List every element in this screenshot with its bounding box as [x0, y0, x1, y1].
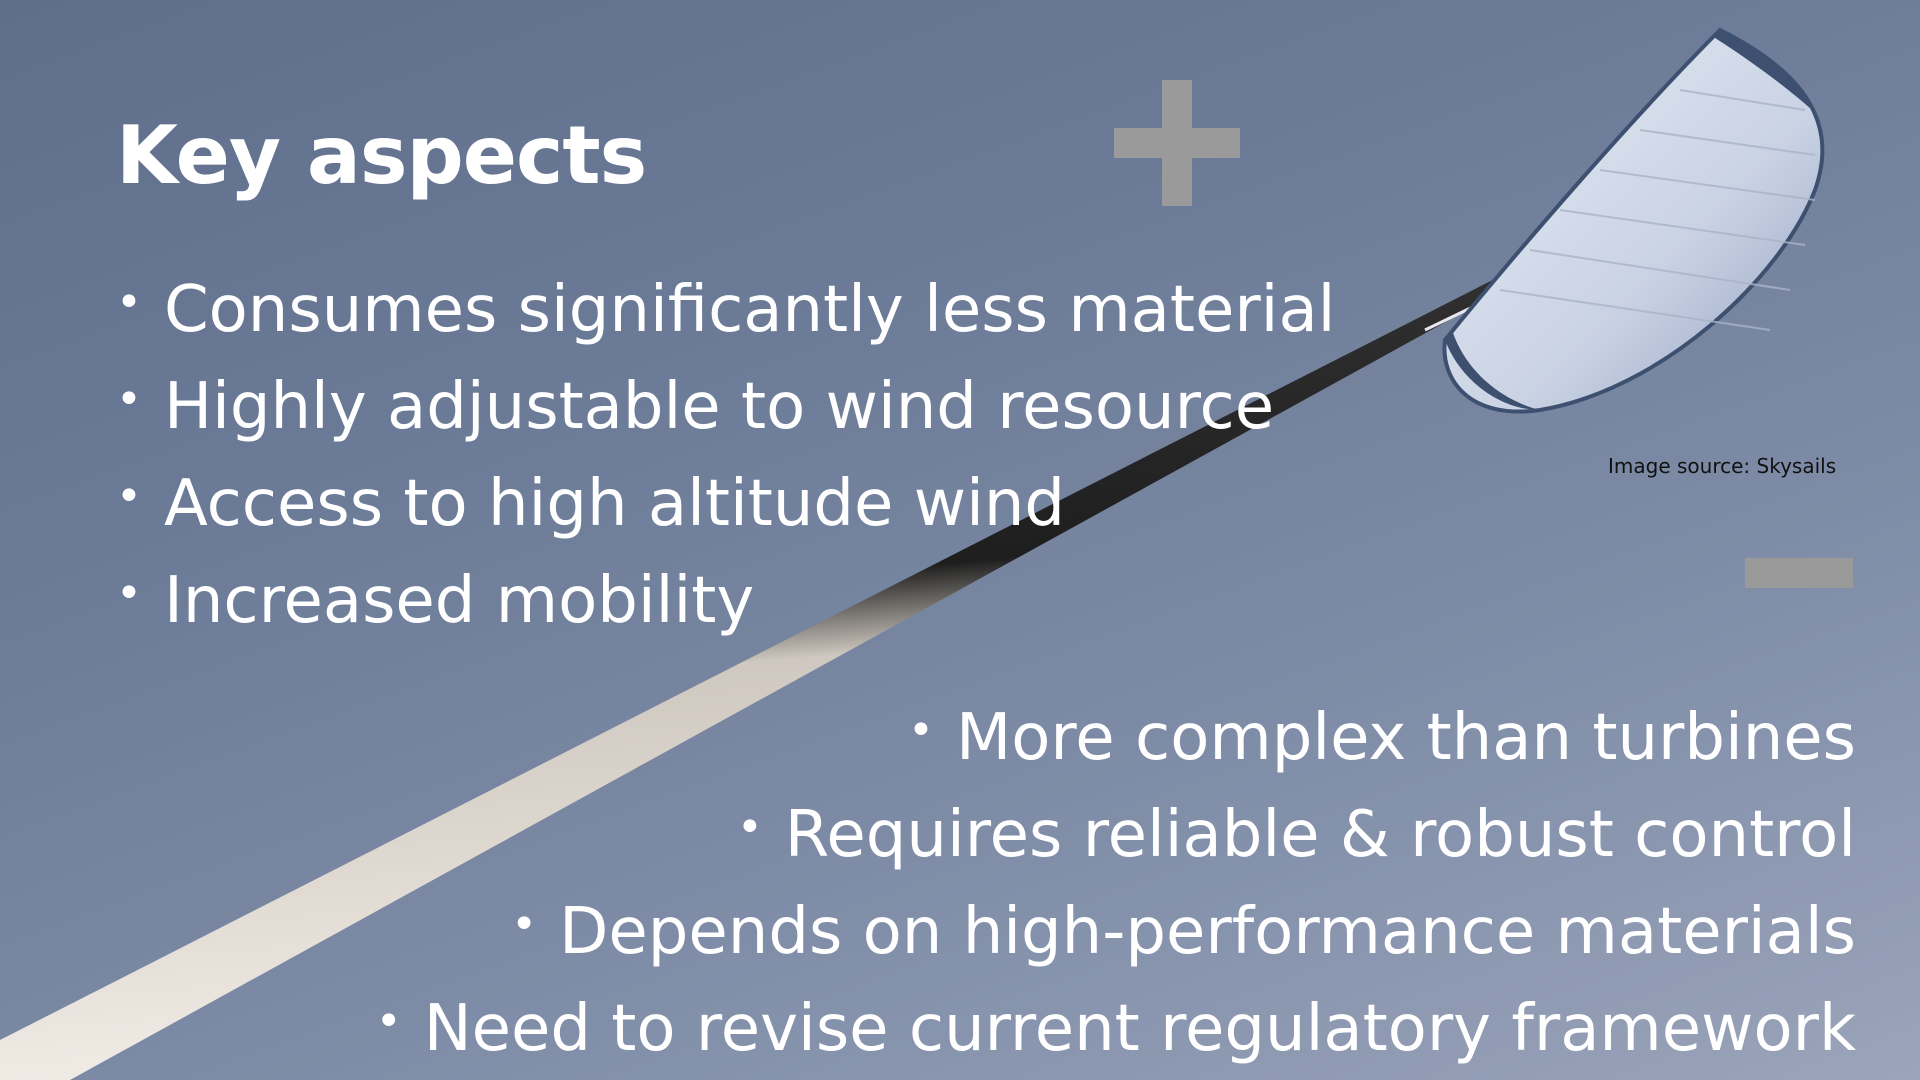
- cons-item: • Requires reliable & robust control: [376, 783, 1856, 880]
- kite-ribs: [1499, 89, 1816, 331]
- minus-icon: [1745, 558, 1853, 588]
- pros-list: • Consumes significantly less material • H…: [116, 258, 1335, 646]
- bullet-icon: •: [116, 374, 142, 425]
- bullet-icon: •: [736, 802, 763, 853]
- cons-item: • Depends on high-performance materials: [376, 880, 1856, 977]
- pros-item-text: Increased mobility: [163, 564, 755, 638]
- bullet-icon: •: [511, 899, 538, 950]
- pros-item-text: Consumes significantly less material: [163, 273, 1336, 347]
- cons-item-text: Need to revise current regulatory framew…: [423, 992, 1856, 1066]
- plus-icon: [1114, 80, 1240, 206]
- kite-leading-edge: [1715, 30, 1812, 110]
- kite-trailing-edge: [1445, 330, 1540, 410]
- pros-item-text: Access to high altitude wind: [163, 467, 1066, 541]
- bullet-icon: •: [375, 996, 402, 1047]
- cons-item: • More complex than turbines: [376, 686, 1856, 783]
- bullet-icon: •: [116, 277, 142, 328]
- bullet-icon: •: [908, 705, 934, 756]
- pros-item: • Consumes significantly less material: [116, 258, 1335, 355]
- pros-item-text: Highly adjustable to wind resource: [163, 370, 1275, 444]
- cons-item-text: Depends on high-performance materials: [559, 895, 1856, 969]
- pros-item: • Increased mobility: [116, 549, 1335, 646]
- slide-title: Key aspects: [116, 109, 647, 202]
- cons-item-text: More complex than turbines: [956, 701, 1856, 775]
- bullet-icon: •: [116, 471, 142, 522]
- pros-item: • Highly adjustable to wind resource: [116, 355, 1335, 452]
- bullet-icon: •: [116, 568, 142, 619]
- pros-item: • Access to high altitude wind: [116, 452, 1335, 549]
- tether-rope: [0, 262, 1540, 1080]
- cons-item: • Need to revise current regulatory frame…: [376, 977, 1856, 1074]
- cons-list: • More complex than turbines • Requires re…: [376, 686, 1856, 1074]
- cons-item-text: Requires reliable & robust control: [784, 798, 1856, 872]
- image-credit: Image source: Skysails: [1608, 454, 1837, 478]
